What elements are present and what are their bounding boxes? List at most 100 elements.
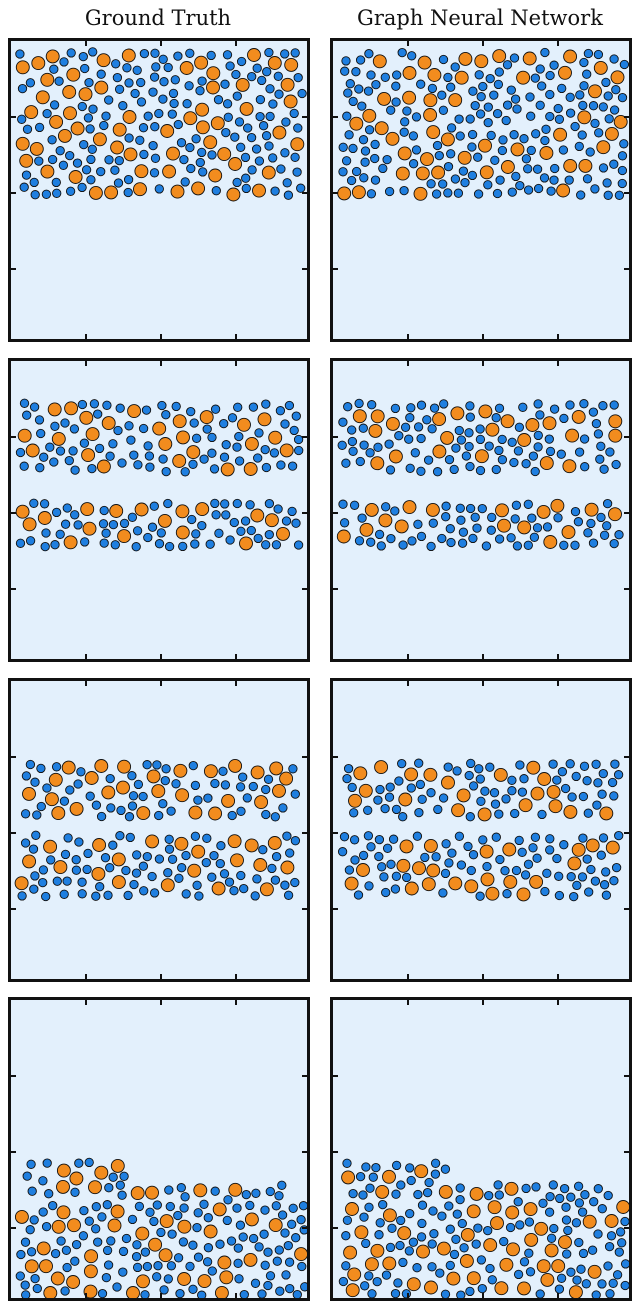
large-particle bbox=[272, 783, 286, 798]
large-particle bbox=[536, 504, 551, 519]
small-particle bbox=[265, 1271, 276, 1281]
small-particle bbox=[86, 154, 96, 165]
small-particle bbox=[476, 1255, 487, 1265]
small-particle bbox=[571, 1218, 582, 1228]
small-particle bbox=[284, 1257, 295, 1267]
small-particle bbox=[475, 434, 486, 445]
small-particle bbox=[227, 810, 237, 821]
small-particle bbox=[609, 876, 619, 886]
small-particle bbox=[77, 182, 87, 193]
large-particle bbox=[587, 1264, 602, 1279]
large-particle bbox=[111, 875, 126, 890]
large-particle bbox=[517, 433, 532, 447]
small-particle bbox=[250, 1278, 261, 1288]
large-particle bbox=[397, 146, 412, 161]
small-particle bbox=[548, 1180, 558, 1190]
small-particle bbox=[553, 513, 563, 523]
small-particle bbox=[171, 401, 181, 412]
small-particle bbox=[99, 120, 109, 131]
small-particle bbox=[428, 1206, 438, 1216]
small-particle bbox=[84, 1157, 94, 1168]
large-particle bbox=[66, 67, 81, 82]
small-particle bbox=[431, 852, 441, 862]
small-particle bbox=[386, 105, 396, 115]
small-particle bbox=[446, 149, 456, 159]
small-particle bbox=[342, 111, 352, 121]
small-particle bbox=[370, 175, 381, 185]
small-particle bbox=[65, 150, 75, 161]
small-particle bbox=[364, 49, 374, 59]
small-particle bbox=[582, 174, 593, 184]
small-particle bbox=[130, 88, 140, 99]
small-particle bbox=[509, 130, 519, 140]
large-particle bbox=[227, 834, 242, 849]
small-particle bbox=[234, 1274, 244, 1284]
small-particle bbox=[189, 418, 199, 428]
small-particle bbox=[132, 526, 143, 536]
large-particle bbox=[109, 504, 124, 518]
small-particle bbox=[41, 528, 51, 538]
small-particle bbox=[589, 1197, 599, 1207]
small-particle bbox=[293, 123, 303, 133]
large-particle bbox=[25, 443, 40, 458]
small-particle bbox=[136, 77, 146, 88]
small-particle bbox=[512, 541, 523, 551]
small-particle bbox=[426, 179, 436, 189]
small-particle bbox=[561, 1202, 571, 1212]
large-particle bbox=[466, 1271, 481, 1286]
large-particle bbox=[235, 77, 250, 92]
small-particle bbox=[437, 90, 447, 100]
small-particle bbox=[371, 79, 381, 90]
small-particle bbox=[366, 189, 377, 199]
small-particle bbox=[16, 1249, 26, 1260]
large-particle bbox=[43, 1286, 58, 1298]
small-particle bbox=[511, 171, 521, 182]
small-particle bbox=[572, 880, 582, 891]
small-particle bbox=[38, 1207, 48, 1217]
small-particle bbox=[207, 872, 217, 882]
small-particle bbox=[296, 183, 306, 193]
large-particle bbox=[404, 767, 419, 782]
large-particle bbox=[191, 844, 206, 859]
small-particle bbox=[374, 1230, 384, 1240]
small-particle bbox=[158, 799, 168, 809]
particle-plot bbox=[333, 41, 629, 339]
large-particle bbox=[385, 131, 400, 146]
small-particle bbox=[461, 451, 472, 461]
small-particle bbox=[467, 129, 478, 140]
small-particle bbox=[29, 498, 39, 508]
small-particle bbox=[202, 424, 212, 434]
large-particle bbox=[134, 164, 149, 179]
large-particle bbox=[536, 1259, 551, 1274]
large-particle bbox=[431, 165, 446, 180]
small-particle bbox=[466, 758, 476, 769]
large-particle bbox=[364, 502, 379, 517]
small-particle bbox=[532, 164, 543, 174]
large-particle bbox=[345, 1202, 359, 1216]
small-particle bbox=[291, 518, 301, 528]
small-particle bbox=[426, 541, 436, 552]
small-particle bbox=[288, 764, 298, 774]
small-particle bbox=[486, 525, 496, 535]
small-particle bbox=[239, 883, 249, 894]
small-particle bbox=[25, 1225, 35, 1235]
small-particle bbox=[572, 1275, 582, 1285]
small-particle bbox=[59, 889, 69, 899]
particle-plot bbox=[11, 681, 307, 979]
small-particle bbox=[267, 863, 277, 874]
small-particle bbox=[91, 1202, 101, 1212]
small-particle bbox=[187, 514, 197, 525]
large-particle bbox=[203, 135, 218, 150]
small-particle bbox=[338, 499, 348, 509]
small-particle bbox=[206, 50, 216, 61]
small-particle bbox=[65, 186, 76, 196]
small-particle bbox=[368, 1172, 378, 1182]
small-particle bbox=[44, 1189, 54, 1199]
large-particle bbox=[280, 77, 295, 92]
small-particle bbox=[590, 118, 600, 129]
small-particle bbox=[429, 1229, 439, 1239]
small-particle bbox=[475, 109, 486, 119]
simulation-panel-row2-gnn bbox=[330, 358, 632, 662]
large-particle bbox=[15, 504, 30, 519]
small-particle bbox=[347, 425, 357, 435]
